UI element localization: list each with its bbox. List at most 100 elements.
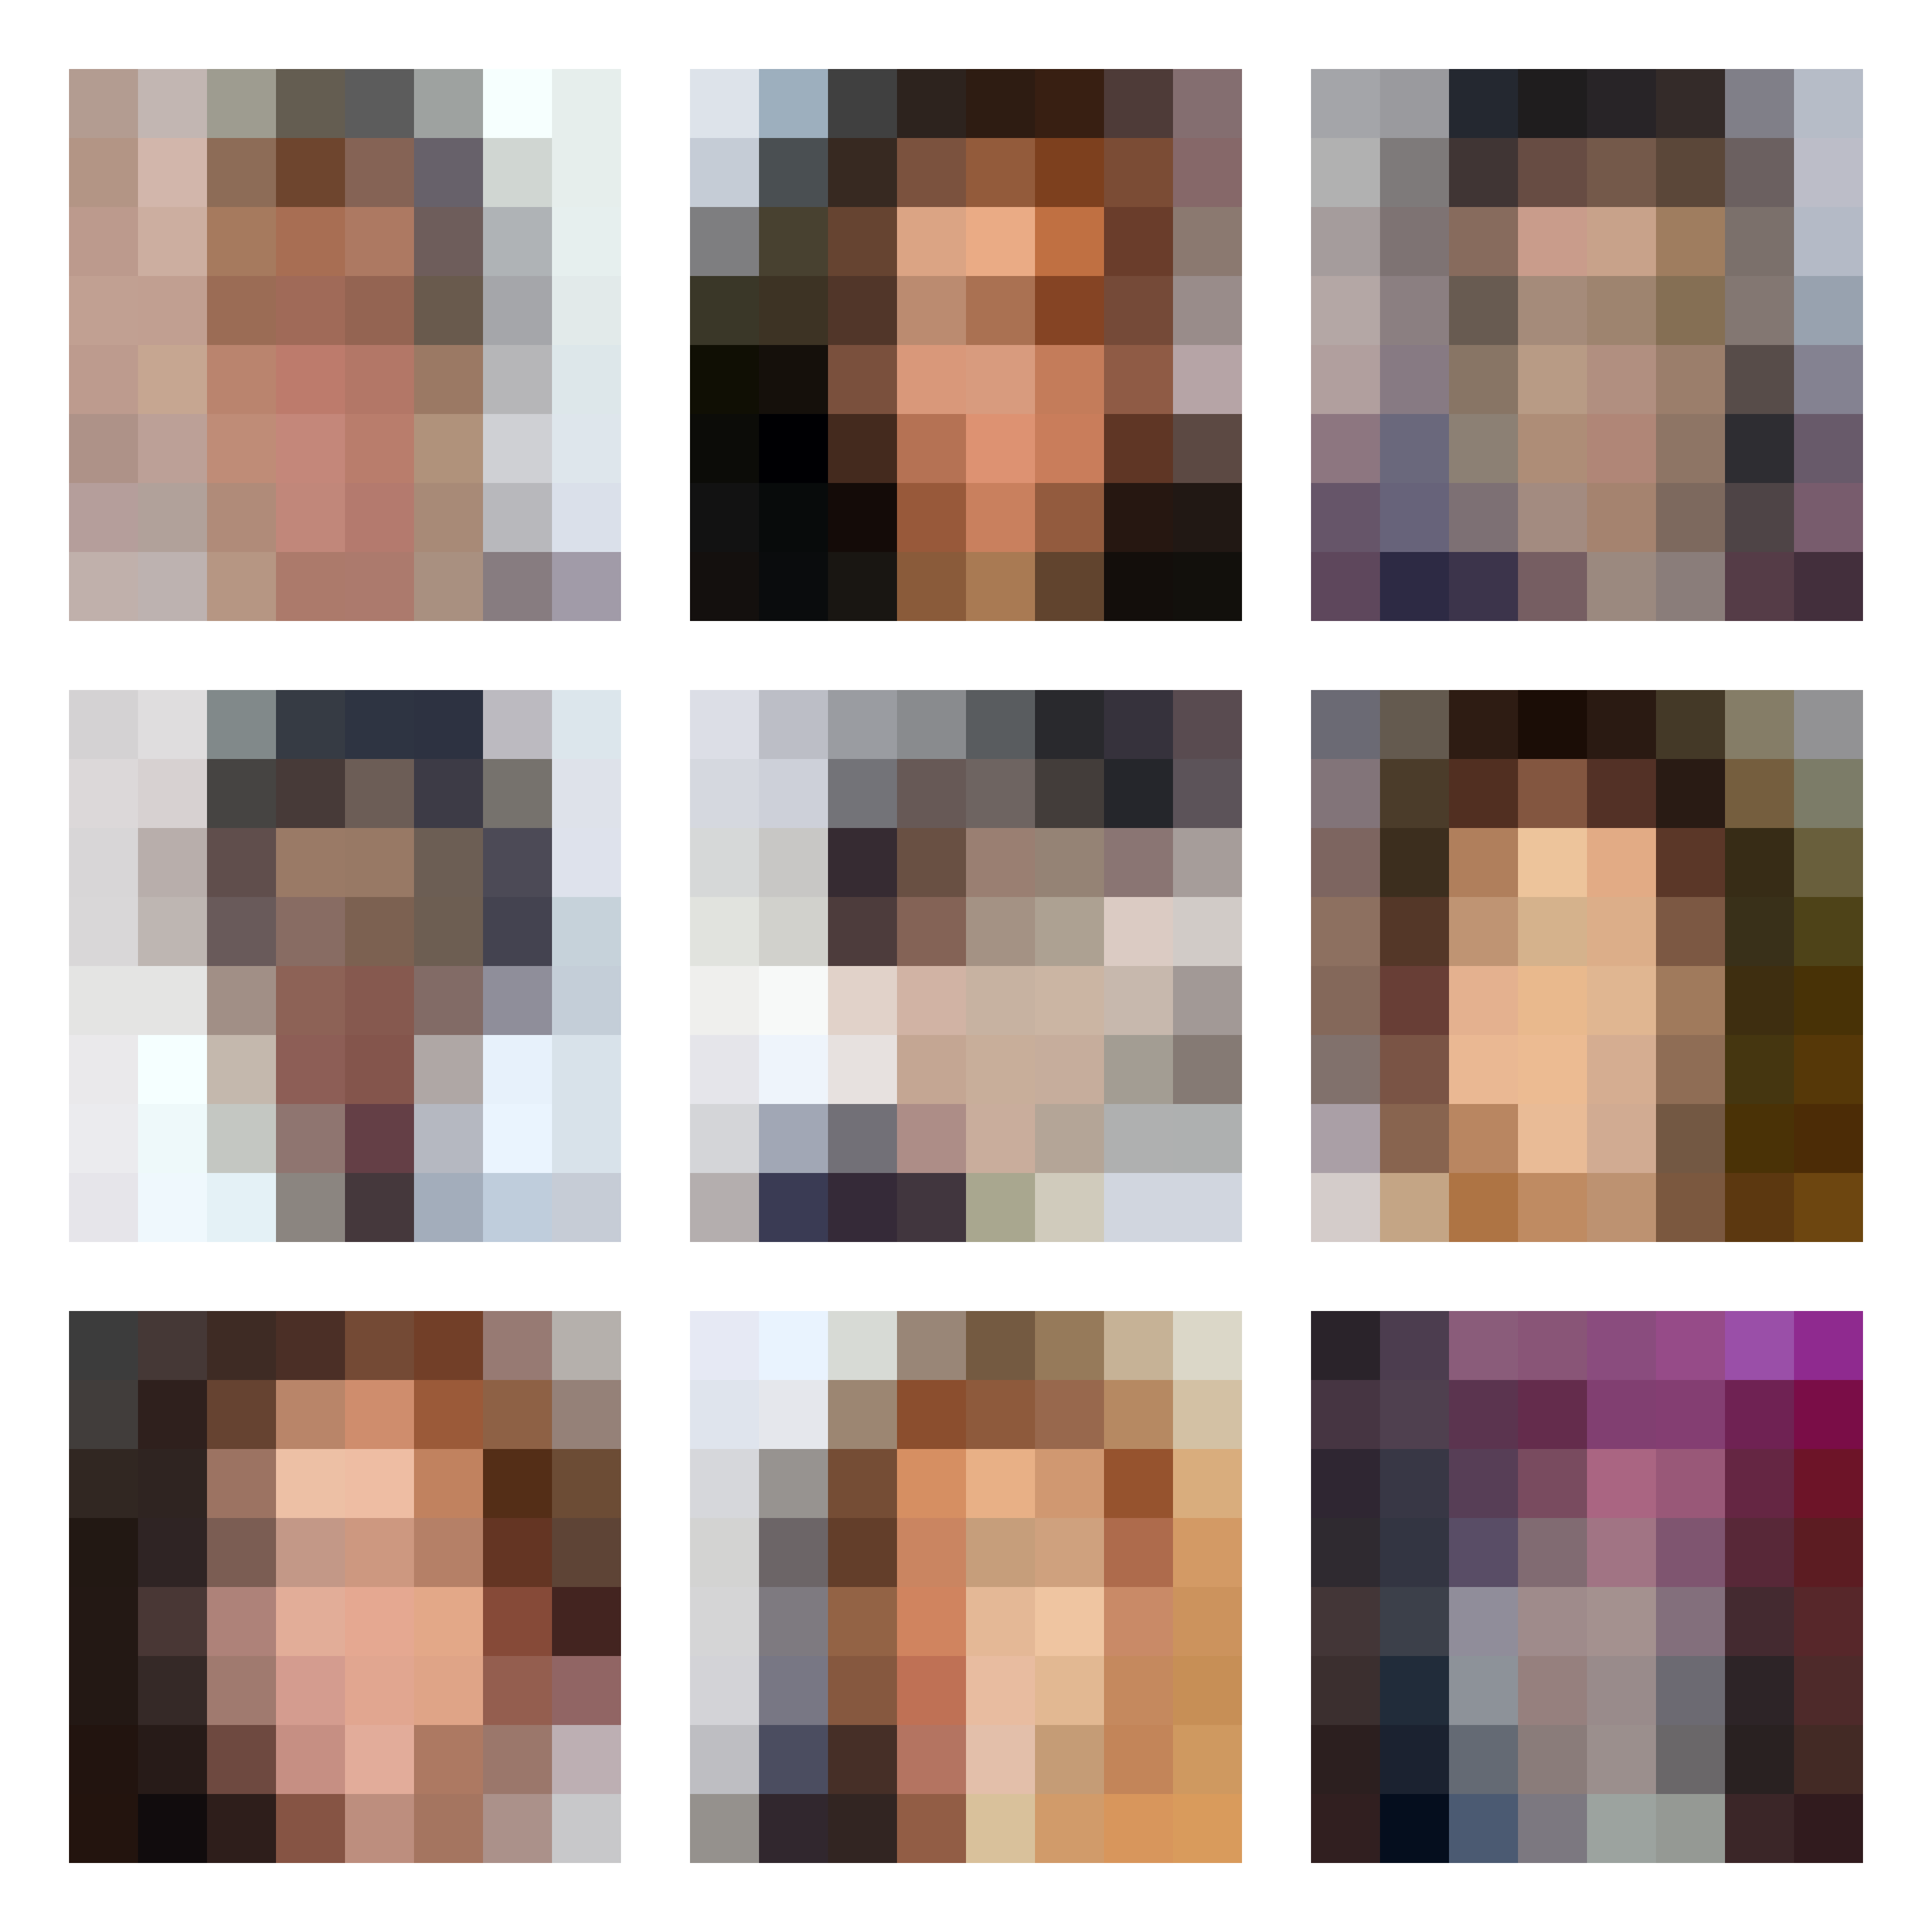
pixel-cell — [1449, 414, 1518, 483]
pixel-cell — [69, 483, 138, 552]
pixel-cell — [483, 345, 552, 414]
pixel-cell — [276, 1311, 345, 1380]
pixel-cell — [1794, 897, 1863, 966]
pixel-cell — [690, 966, 759, 1035]
pixel-cell — [1380, 1311, 1449, 1380]
pixel-cell — [690, 1380, 759, 1449]
pixel-cell — [828, 1656, 897, 1725]
pixel-cell — [759, 1656, 828, 1725]
pixel-cell — [966, 1173, 1035, 1242]
pixel-cell — [552, 1656, 621, 1725]
pixel-cell — [552, 759, 621, 828]
pixel-cell — [207, 1656, 276, 1725]
pixel-cell — [207, 414, 276, 483]
pixel-cell — [966, 966, 1035, 1035]
pixel-cell — [1104, 1380, 1173, 1449]
pixel-cell — [1311, 207, 1380, 276]
pixel-cell — [1518, 276, 1587, 345]
pixel-cell — [759, 414, 828, 483]
pixel-cell — [1587, 1311, 1656, 1380]
pixel-cell — [1656, 1104, 1725, 1173]
pixel-cell — [828, 1449, 897, 1518]
pixel-cell — [1449, 1104, 1518, 1173]
pixel-cell — [483, 828, 552, 897]
pixel-cell — [345, 414, 414, 483]
pixel-cell — [1794, 69, 1863, 138]
pixel-cell — [1725, 1518, 1794, 1587]
pixel-cell — [345, 207, 414, 276]
pixel-cell — [966, 483, 1035, 552]
pixel-cell — [276, 138, 345, 207]
pixel-cell — [828, 138, 897, 207]
pixel-cell — [966, 897, 1035, 966]
pixel-cell — [897, 1311, 966, 1380]
pixel-cell — [897, 345, 966, 414]
pixel-cell — [1449, 138, 1518, 207]
pixel-cell — [345, 483, 414, 552]
pixel-cell — [483, 69, 552, 138]
mosaic-grid — [69, 69, 1863, 1863]
pixel-cell — [1656, 1518, 1725, 1587]
pixel-cell — [276, 1035, 345, 1104]
pixel-cell — [1656, 897, 1725, 966]
pixel-cell — [207, 1380, 276, 1449]
pixel-cell — [1794, 1311, 1863, 1380]
pixel-cell — [966, 1725, 1035, 1794]
pixel-cell — [828, 759, 897, 828]
pixel-cell — [207, 69, 276, 138]
pixel-cell — [138, 1380, 207, 1449]
pixel-cell — [1380, 276, 1449, 345]
pixel-cell — [828, 1104, 897, 1173]
pixel-cell — [1311, 138, 1380, 207]
pixel-cell — [69, 1380, 138, 1449]
pixel-cell — [1449, 1794, 1518, 1863]
pixel-cell — [759, 1380, 828, 1449]
pixel-cell — [483, 276, 552, 345]
pixel-cell — [1104, 828, 1173, 897]
pixel-cell — [1449, 1587, 1518, 1656]
pixel-cell — [1104, 1104, 1173, 1173]
pixel-cell — [276, 1449, 345, 1518]
pixel-cell — [1173, 966, 1242, 1035]
pixel-cell — [414, 276, 483, 345]
pixel-cell — [1380, 897, 1449, 966]
pixel-cell — [897, 1173, 966, 1242]
pixel-cell — [897, 138, 966, 207]
pixel-cell — [1656, 1035, 1725, 1104]
pixel-cell — [966, 1449, 1035, 1518]
pixel-cell — [690, 1794, 759, 1863]
pixel-cell — [1587, 138, 1656, 207]
pixel-cell — [828, 1035, 897, 1104]
pixel-cell — [138, 552, 207, 621]
pixel-cell — [1311, 1587, 1380, 1656]
pixel-cell — [1380, 966, 1449, 1035]
pixel-cell — [414, 69, 483, 138]
pixel-cell — [276, 1725, 345, 1794]
pixel-cell — [828, 897, 897, 966]
pixel-cell — [276, 483, 345, 552]
pixel-cell — [69, 828, 138, 897]
pixel-cell — [1518, 828, 1587, 897]
pixel-cell — [69, 759, 138, 828]
pixel-cell — [69, 207, 138, 276]
pixel-cell — [1311, 276, 1380, 345]
pixel-cell — [276, 207, 345, 276]
pixel-cell — [483, 1035, 552, 1104]
pixel-cell — [690, 1725, 759, 1794]
pixel-cell — [759, 207, 828, 276]
pixel-cell — [1173, 1380, 1242, 1449]
pixel-cell — [759, 1449, 828, 1518]
pixel-cell — [966, 69, 1035, 138]
pixel-cell — [276, 414, 345, 483]
pixel-cell — [759, 1518, 828, 1587]
pixel-cell — [1035, 1725, 1104, 1794]
pixel-cell — [828, 414, 897, 483]
pixel-cell — [897, 207, 966, 276]
pixel-cell — [1518, 138, 1587, 207]
pixel-cell — [345, 1518, 414, 1587]
pixel-cell — [828, 69, 897, 138]
pixel-cell — [1380, 1656, 1449, 1725]
pixel-cell — [1656, 1311, 1725, 1380]
pixel-cell — [1725, 345, 1794, 414]
pixel-cell — [1104, 690, 1173, 759]
